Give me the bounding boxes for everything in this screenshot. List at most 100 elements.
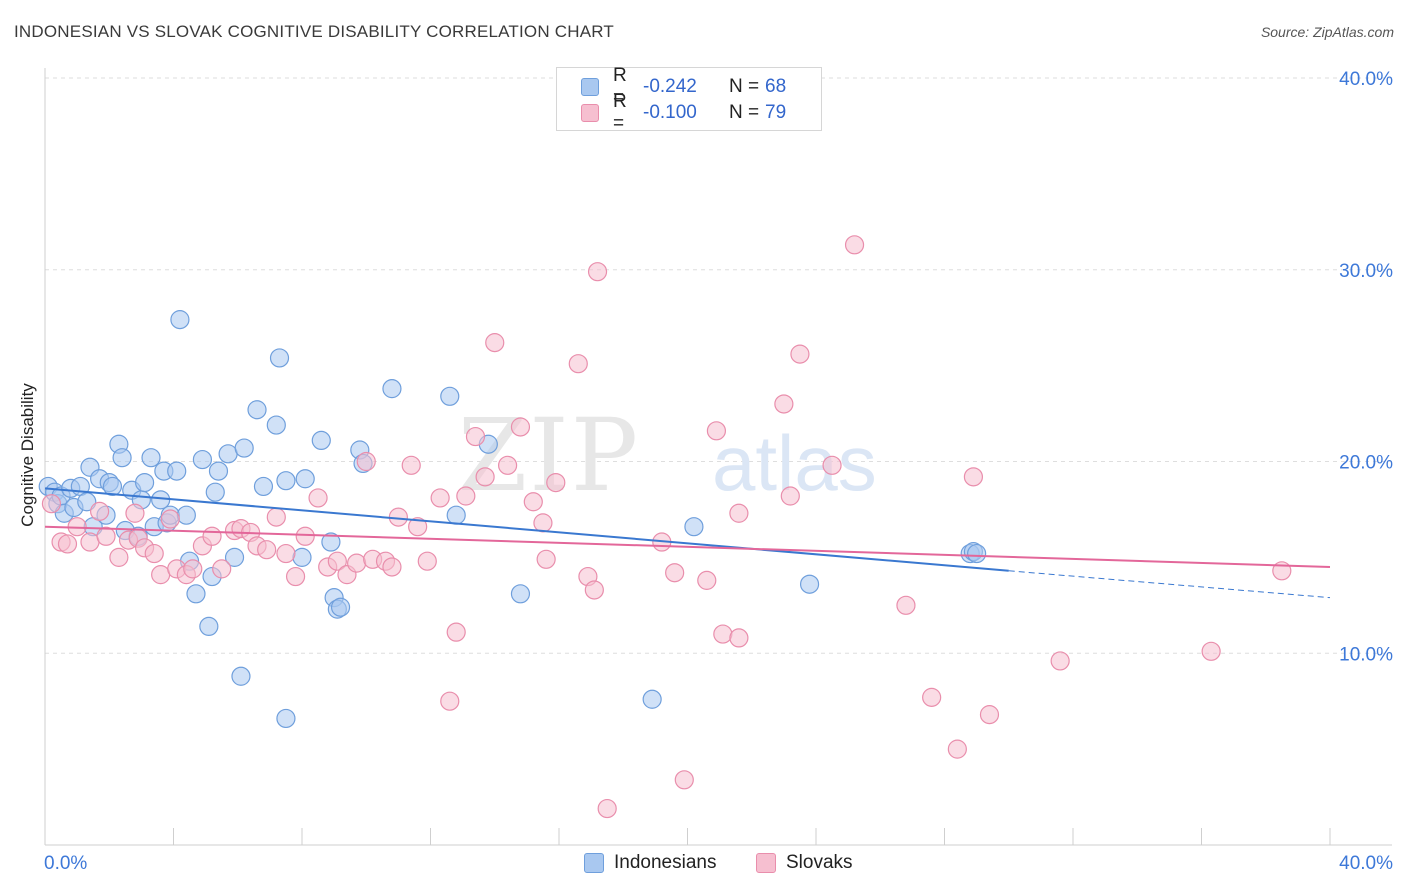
indonesians-point [224,547,245,567]
slovaks-point [536,549,556,569]
indonesians-point [321,532,341,552]
slovaks-points [41,235,1292,819]
legend-r-value: -0.100 [643,102,697,123]
slovaks-point [430,488,450,508]
slovaks-point [401,455,421,475]
slovaks-point [96,526,116,546]
slovaks-point [285,566,306,587]
indonesians-point [208,461,229,481]
x-tick-label-max: 40.0% [1339,853,1393,874]
slovaks-point [533,513,553,533]
slovaks-point [356,451,376,472]
slovaks-point [295,526,315,546]
legend-row-indonesians: R = -0.242 N = 68 [581,65,787,108]
slovaks-point [456,486,476,506]
slovaks-point [729,628,749,648]
bottom-legend-swatch-indonesians [584,853,604,873]
indonesians-trend-line [44,487,1009,572]
slovaks-point [523,492,543,512]
slovaks-point [774,394,794,414]
slovaks-point [780,486,800,506]
slovaks-point [485,333,505,353]
slovaks-point [510,417,531,437]
indonesians-point [510,584,531,604]
slovaks-point [844,235,865,255]
bottom-legend-indonesians: Indonesians [584,851,716,875]
y-tick-label-40: 40.0% [1339,69,1393,90]
indonesians-point [295,469,315,489]
indonesians-point [167,461,187,481]
slovaks-point [41,494,62,514]
slovaks-point [57,534,78,554]
indonesians-point [170,310,190,330]
indonesians-point [276,708,296,729]
bottom-legend-swatch-slovaks [756,853,776,873]
watermark-zip: ZIP [458,397,640,514]
indonesians-point [234,438,254,458]
indonesians-point [141,448,161,468]
slovaks-point [417,551,437,571]
slovaks-point [382,557,402,577]
indonesians-point [218,444,238,464]
x-tick-label-min: 0.0% [44,853,87,874]
source-label: Source: ZipAtlas.com [1260,24,1394,40]
indonesians-point [967,543,987,564]
indonesians-point [292,547,312,567]
slovaks-point [212,559,232,579]
bottom-legend-slovaks: Slovaks [756,851,853,875]
legend-r-value: -0.242 [643,76,697,97]
slovaks-point [568,354,588,374]
slovaks-point [160,509,180,529]
slovaks-point [979,705,1000,725]
legend-swatch-indonesians [581,78,599,96]
slovaks-point [475,467,495,487]
trend-lines [44,487,1331,599]
slovaks-point [327,551,347,571]
slovaks-point [963,467,984,487]
slovaks-point [408,517,428,537]
slovaks-point [729,503,749,523]
bottom-legend-label-slovaks: Slovaks [786,852,853,873]
indonesians-point [684,517,704,537]
slovaks-point [144,543,164,564]
legend-swatch-slovaks [581,104,599,122]
slovaks-point [440,691,460,711]
slovaks-point [584,580,604,600]
legend-r-label: R = [613,91,627,134]
slovaks-point [1201,641,1221,661]
slovaks-point [922,687,942,707]
indonesians-point [446,505,466,525]
bottom-legend-label-indonesians: Indonesians [614,852,717,873]
slovaks-point [151,565,171,585]
slovaks-point [1050,651,1070,671]
indonesians-point [151,490,171,510]
legend-n-value: 79 [765,102,787,123]
legend-row-slovaks: R = -0.100 N = 79 [581,91,787,134]
slovaks-point [713,624,733,644]
indonesians-point [440,386,460,406]
indonesians-point [269,348,290,368]
indonesians-point [134,472,155,493]
indonesians-point [382,379,402,399]
slovaks-point [347,553,367,573]
slovaks-point [896,595,916,615]
indonesians-point [266,415,286,435]
indonesians-point [276,471,296,491]
correlation-legend: R = -0.242 N = 68 R = -0.100 N = 79 [556,65,822,134]
slovaks-point [80,532,100,552]
indonesians-point [642,689,662,709]
slovaks-point [446,622,466,642]
slovaks-point [202,526,222,546]
indonesians-point [102,476,123,497]
y-tick-label-10: 10.0% [1339,644,1393,665]
slovaks-point [822,455,842,475]
indonesians-point [799,574,820,594]
indonesians-point [205,482,225,502]
legend-n-value: 68 [765,76,787,97]
chart-title: INDONESIAN VS SLOVAK COGNITIVE DISABILIT… [14,22,615,41]
slovaks-point [498,455,518,475]
slovaks-point [109,547,129,567]
watermark: ZIP atlas [458,397,877,514]
slovaks-point [665,563,685,583]
